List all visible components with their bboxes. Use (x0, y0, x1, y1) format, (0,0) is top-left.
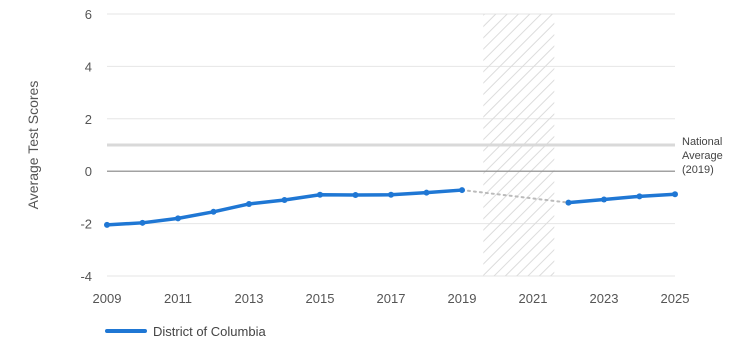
national-average-label: Average (682, 150, 723, 162)
data-point (423, 189, 430, 196)
x-tick-label: 2019 (448, 291, 477, 306)
x-tick-label: 2013 (235, 291, 264, 306)
x-tick-label: 2009 (93, 291, 122, 306)
data-point (210, 208, 217, 215)
reference-lines: National Average (2019) (107, 136, 723, 176)
data-point (281, 197, 288, 204)
data-point (672, 191, 678, 198)
y-tick-label: 4 (85, 59, 92, 74)
x-tick-label: 2025 (661, 291, 690, 306)
x-tick-label: 2017 (377, 291, 406, 306)
data-point (601, 196, 607, 203)
y-tick-label: 0 (85, 164, 92, 179)
y-axis-title: Average Test Scores (25, 81, 41, 210)
data-point (175, 215, 181, 222)
data-point (317, 191, 323, 198)
x-tick-label: 2021 (519, 291, 548, 306)
x-tick-label: 2015 (306, 291, 335, 306)
data-point (104, 221, 110, 228)
data-point (636, 193, 643, 200)
legend: District of Columbia (105, 324, 266, 339)
y-tick-label: -2 (80, 217, 92, 232)
data-point (459, 187, 465, 194)
data-point (352, 192, 359, 199)
series-line (566, 192, 677, 205)
y-tick-label: 2 (85, 112, 92, 127)
x-tick-label: 2023 (590, 291, 619, 306)
data-point (565, 199, 572, 206)
data-point (388, 191, 394, 198)
y-tick-label: 6 (85, 7, 92, 22)
data-point (139, 219, 146, 226)
legend-label: District of Columbia (153, 324, 266, 339)
series-layer (104, 187, 678, 228)
national-average-label: (2019) (682, 164, 714, 176)
gap-connector-line (461, 189, 570, 204)
series-line (105, 188, 464, 227)
y-tick-label: -4 (80, 269, 92, 284)
data-point (246, 200, 252, 207)
national-average-label: National (682, 136, 722, 148)
x-tick-label: 2011 (164, 291, 192, 306)
